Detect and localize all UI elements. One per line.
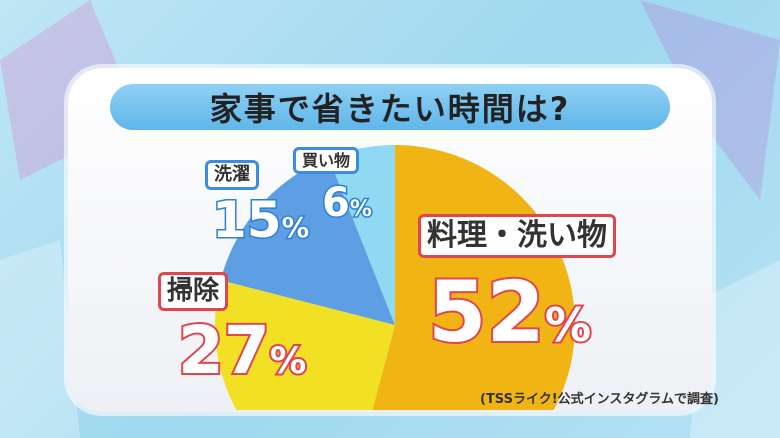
label-kaimono: 買い物: [293, 147, 360, 175]
pie-slice-0: [372, 145, 575, 410]
source-note: (TSSライク!公式インスタグラムで調査): [480, 392, 719, 407]
value-souji: 27%: [176, 312, 308, 389]
chart-title: 家事で省きたい時間は?: [110, 84, 670, 130]
label-sentaku: 洗濯: [205, 160, 259, 190]
label-souji: 掃除: [158, 272, 229, 312]
value-sentaku: 15%: [211, 191, 311, 249]
value-ryouri: 52%: [426, 263, 593, 361]
pie-slice-3: [328, 145, 395, 325]
value-kaimono: 6%: [321, 180, 374, 226]
pie-slice-1: [215, 280, 395, 410]
pie-slice-2: [220, 157, 395, 325]
label-ryouri: 料理・洗い物: [418, 214, 616, 258]
